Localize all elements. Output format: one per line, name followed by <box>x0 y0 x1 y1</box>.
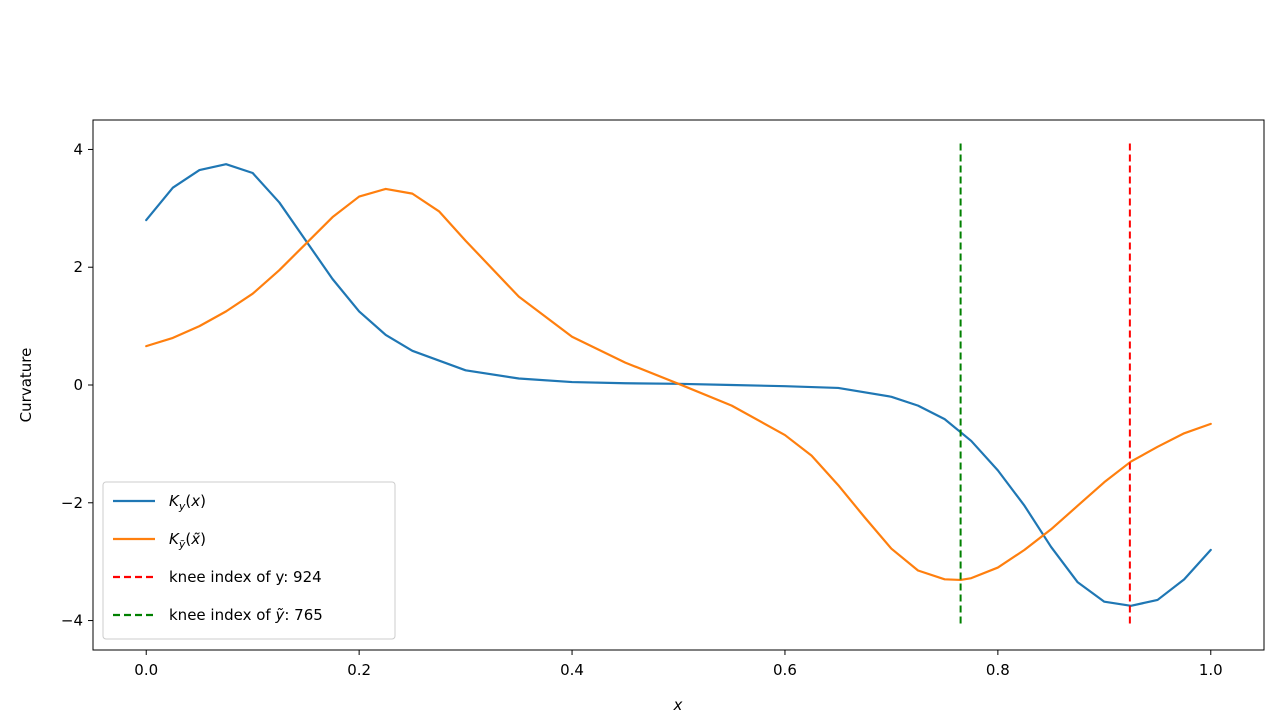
legend-label: knee index of ỹ: 765 <box>169 606 323 624</box>
series-line-0 <box>145 163 1212 607</box>
y-tick-label: 4 <box>73 140 83 158</box>
legend-entry: knee index of ỹ: 765 <box>113 606 323 624</box>
legend-entry: Kỹ(x̃) <box>113 530 206 551</box>
x-tick-label: 1.0 <box>1199 661 1223 679</box>
x-axis: 0.0 0.2 0.4 0.6 0.8 1.0 <box>134 650 1223 679</box>
legend-label: Kỹ(x̃) <box>169 530 206 551</box>
plot-area <box>92 119 1265 651</box>
legend-entry: Ky(x) <box>113 492 206 513</box>
series-line-1 <box>145 187 1212 582</box>
x-tick-label: 0.4 <box>560 661 584 679</box>
x-tick-label: 0.8 <box>986 661 1010 679</box>
legend-label: Ky(x) <box>169 492 206 513</box>
y-tick-label: 0 <box>73 376 83 394</box>
y-tick-label: −2 <box>61 494 83 512</box>
y-tick-label: 2 <box>73 258 83 276</box>
x-tick-label: 0.0 <box>134 661 158 679</box>
y-tick-label: −4 <box>61 612 83 630</box>
legend: Ky(x) Kỹ(x̃) knee index of y: 924 knee inde… <box>102 481 396 640</box>
legend-label: knee index of y: 924 <box>169 568 322 586</box>
x-axis-label: x <box>673 696 683 714</box>
y-axis: −4 −2 0 2 4 <box>61 140 93 630</box>
x-tick-label: 0.2 <box>347 661 371 679</box>
legend-box <box>102 481 396 640</box>
legend-entry: knee index of y: 924 <box>113 568 322 586</box>
x-tick-label: 0.6 <box>773 661 797 679</box>
y-axis-label: Curvature <box>17 348 35 423</box>
